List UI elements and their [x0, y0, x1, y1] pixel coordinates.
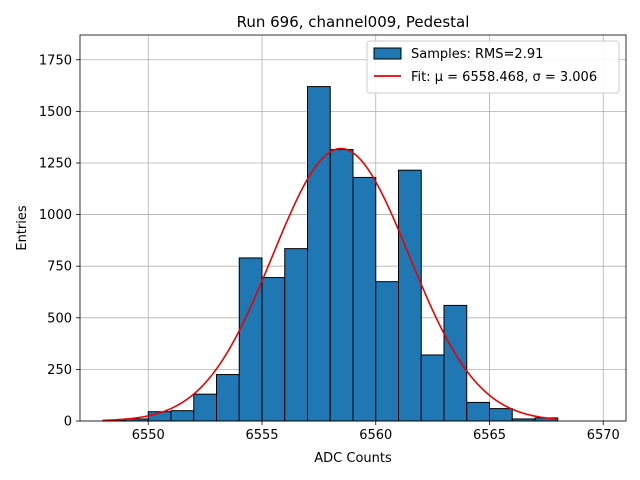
histogram-bar	[170, 410, 195, 422]
fit-curve	[102, 147, 558, 422]
histogram-bar	[443, 304, 468, 422]
histogram-bar	[466, 401, 490, 422]
x-axis-ticks: 6550 6555 6560 6565 6570	[132, 421, 620, 443]
y-tick-label: 500	[47, 311, 72, 326]
x-tick-label: 6560	[359, 428, 392, 443]
fit-curve-layer	[102, 147, 558, 422]
histogram-bars	[102, 86, 559, 422]
y-tick-label: 1500	[39, 105, 72, 120]
histogram-bar	[284, 248, 308, 422]
y-tick-label: 250	[47, 363, 72, 378]
legend: Samples: RMS=2.91 Fit: μ = 6558.468, σ =…	[366, 40, 620, 94]
histogram-bar	[193, 393, 217, 422]
legend-box	[366, 40, 620, 94]
histogram-bar	[261, 277, 286, 422]
y-tick-label: 1250	[39, 156, 72, 171]
y-axis-label: Entries	[15, 205, 30, 251]
x-tick-label: 6550	[132, 428, 165, 443]
y-tick-label: 1750	[39, 53, 72, 68]
histogram-bar	[307, 86, 331, 422]
histogram-bar	[489, 408, 513, 422]
x-tick-label: 6570	[587, 428, 620, 443]
histogram-bar	[398, 169, 422, 422]
y-axis-ticks: 0 250 500 750 1000 1250 1500 1750	[39, 53, 80, 430]
plot-frame	[79, 34, 627, 422]
x-tick-label: 6565	[473, 428, 506, 443]
y-tick-label: 0	[64, 415, 72, 430]
chart-title: Run 696, channel009, Pedestal	[237, 13, 470, 31]
histogram-bar	[238, 257, 263, 422]
histogram-bar	[216, 374, 240, 422]
y-tick-label: 750	[47, 260, 72, 275]
histogram-bar	[420, 354, 445, 422]
legend-histogram-swatch	[373, 47, 402, 60]
histogram-bar	[375, 281, 399, 422]
histogram-bar	[352, 176, 377, 422]
y-tick-label: 1000	[39, 208, 72, 223]
legend-histogram-label: Samples: RMS=2.91	[411, 47, 543, 62]
x-axis-label: ADC Counts	[314, 451, 392, 466]
legend-fit-label: Fit: μ = 6558.468, σ = 3.006	[411, 70, 597, 85]
histogram-bar	[329, 149, 354, 422]
x-tick-label: 6555	[245, 428, 278, 443]
